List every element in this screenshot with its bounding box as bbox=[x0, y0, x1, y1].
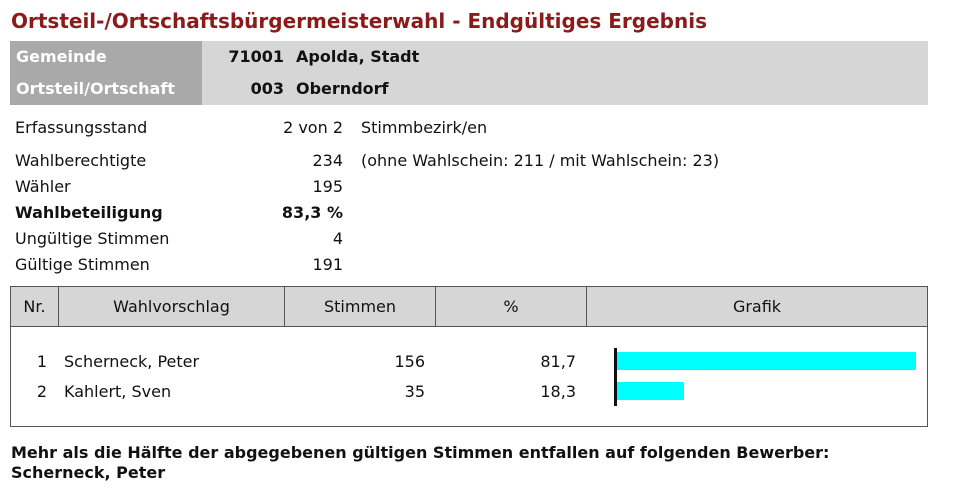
stat-label: Wahlbeteiligung bbox=[15, 203, 163, 222]
stat-label: Ungültige Stimmen bbox=[15, 229, 170, 248]
col-head-prozent: % bbox=[436, 287, 587, 326]
stat-value: 2 von 2 bbox=[283, 118, 343, 137]
stat-value: 195 bbox=[312, 177, 343, 196]
page-title: Ortsteil-/Ortschaftsbürgermeisterwahl - … bbox=[11, 9, 707, 33]
majority-winner: Scherneck, Peter bbox=[11, 463, 166, 482]
gemeinde-row: Gemeinde 71001 Apolda, Stadt bbox=[10, 41, 928, 73]
table-row: 2 Kahlert, Sven 35 18,3 bbox=[11, 377, 927, 407]
stat-gueltige-stimmen: Gültige Stimmen 191 bbox=[15, 253, 915, 277]
stat-value: 4 bbox=[332, 229, 343, 248]
row-percent: 18,3 bbox=[540, 382, 576, 401]
stat-wahlberechtigte: Wahlberechtigte 234 (ohne Wahlschein: 21… bbox=[15, 149, 915, 173]
stat-waehler: Wähler 195 bbox=[15, 175, 915, 199]
majority-note: Mehr als die Hälfte der abgegebenen gült… bbox=[11, 443, 931, 483]
row-percent: 81,7 bbox=[540, 352, 576, 371]
ortsteil-row: Ortsteil/Ortschaft 003 Oberndorf bbox=[10, 73, 928, 105]
stat-label: Gültige Stimmen bbox=[15, 255, 150, 274]
majority-note-text: Mehr als die Hälfte der abgegebenen gült… bbox=[11, 443, 830, 462]
result-bar-2 bbox=[617, 382, 684, 400]
col-head-nr: Nr. bbox=[11, 287, 59, 326]
results-header: Nr. Wahlvorschlag Stimmen % Grafik bbox=[11, 287, 927, 327]
col-head-stimmen: Stimmen bbox=[285, 287, 436, 326]
row-votes: 156 bbox=[394, 352, 425, 371]
table-row: 1 Scherneck, Peter 156 81,7 bbox=[11, 347, 927, 377]
stat-value: 191 bbox=[312, 255, 343, 274]
stat-label: Erfassungsstand bbox=[15, 118, 148, 137]
municipality-header: Gemeinde 71001 Apolda, Stadt Ortsteil/Or… bbox=[10, 41, 928, 105]
stat-ungueltige-stimmen: Ungültige Stimmen 4 bbox=[15, 227, 915, 251]
stat-wahlbeteiligung: Wahlbeteiligung 83,3 % bbox=[15, 201, 915, 225]
stat-value: 83,3 % bbox=[281, 203, 343, 222]
results-table: Nr. Wahlvorschlag Stimmen % Grafik 1 Sch… bbox=[10, 286, 928, 427]
row-nr: 1 bbox=[36, 352, 47, 371]
stat-erfassungsstand: Erfassungsstand 2 von 2 Stimmbezirk/en bbox=[15, 116, 915, 140]
row-candidate-name: Kahlert, Sven bbox=[64, 382, 172, 401]
ortsteil-label: Ortsteil/Ortschaft bbox=[10, 73, 202, 105]
bar-axis bbox=[614, 348, 617, 406]
row-candidate-name: Scherneck, Peter bbox=[64, 352, 200, 371]
stat-label: Wähler bbox=[15, 177, 71, 196]
stat-note: (ohne Wahlschein: 211 / mit Wahlschein: … bbox=[361, 151, 720, 170]
ortsteil-code: 003 bbox=[250, 79, 284, 98]
gemeinde-code: 71001 bbox=[228, 47, 284, 66]
stat-label: Wahlberechtigte bbox=[15, 151, 147, 170]
results-graphic bbox=[614, 348, 916, 406]
result-bar-1 bbox=[617, 352, 916, 370]
gemeinde-name: Apolda, Stadt bbox=[296, 47, 420, 66]
ortsteil-name: Oberndorf bbox=[296, 79, 389, 98]
gemeinde-label: Gemeinde bbox=[10, 41, 202, 73]
row-votes: 35 bbox=[404, 382, 425, 401]
row-nr: 2 bbox=[36, 382, 47, 401]
stat-note: Stimmbezirk/en bbox=[361, 118, 488, 137]
stat-value: 234 bbox=[312, 151, 343, 170]
col-head-grafik: Grafik bbox=[732, 297, 782, 316]
col-head-wahlvorschlag: Wahlvorschlag bbox=[59, 287, 285, 326]
